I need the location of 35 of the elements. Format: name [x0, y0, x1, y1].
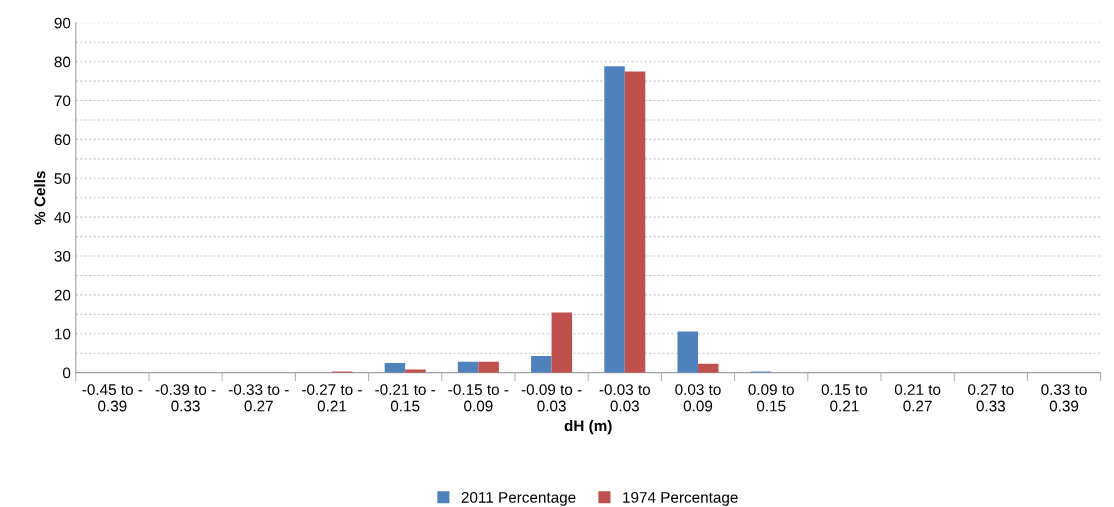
x-tick-label: 0.15 to 0.21 [821, 384, 868, 412]
x-tick-label: -0.39 to - 0.33 [155, 384, 216, 412]
bar [551, 312, 573, 373]
x-tick-label: -0.21 to - 0.15 [375, 384, 436, 412]
legend-label: 1974 Percentage [623, 491, 738, 506]
y-tick-label: 40 [54, 212, 71, 223]
x-tick-label: 0.09 to 0.15 [748, 384, 794, 412]
bar [384, 362, 406, 373]
x-tick-label: 0.21 to 0.27 [894, 384, 941, 412]
y-tick-label: 60 [54, 134, 71, 146]
bar [531, 355, 552, 373]
x-tick-label: -0.45 to - 0.39 [82, 384, 143, 412]
x-tick-label: 0.33 to 0.39 [1041, 384, 1087, 412]
x-tick-label: 0.27 to 0.33 [968, 384, 1014, 412]
bar [604, 66, 625, 373]
x-tick-label: -0.03 to 0.03 [599, 384, 651, 412]
bar [457, 361, 479, 373]
y-tick-label: 50 [54, 173, 71, 184]
y-tick-label: 10 [55, 328, 71, 340]
y-tick-label: 0 [62, 367, 71, 379]
x-axis-title: dH (m) [564, 420, 612, 435]
y-tick-label: 90 [54, 17, 71, 29]
bar [478, 361, 499, 373]
y-tick-label: 20 [54, 289, 71, 301]
x-tick-label: -0.33 to - 0.27 [228, 384, 289, 412]
bar [677, 331, 698, 373]
legend-label: 2011 Percentage [461, 491, 576, 506]
x-tick-label: -0.27 to - 0.21 [302, 384, 362, 412]
x-tick-label: -0.15 to - 0.09 [448, 384, 509, 412]
x-tick-label: 0.03 to 0.09 [675, 384, 721, 412]
y-tick-label: 80 [54, 56, 71, 68]
y-tick-label: 70 [54, 95, 71, 107]
y-axis-title: % Cells [34, 171, 46, 225]
bar [624, 71, 646, 373]
y-tick-label: 30 [54, 250, 71, 262]
